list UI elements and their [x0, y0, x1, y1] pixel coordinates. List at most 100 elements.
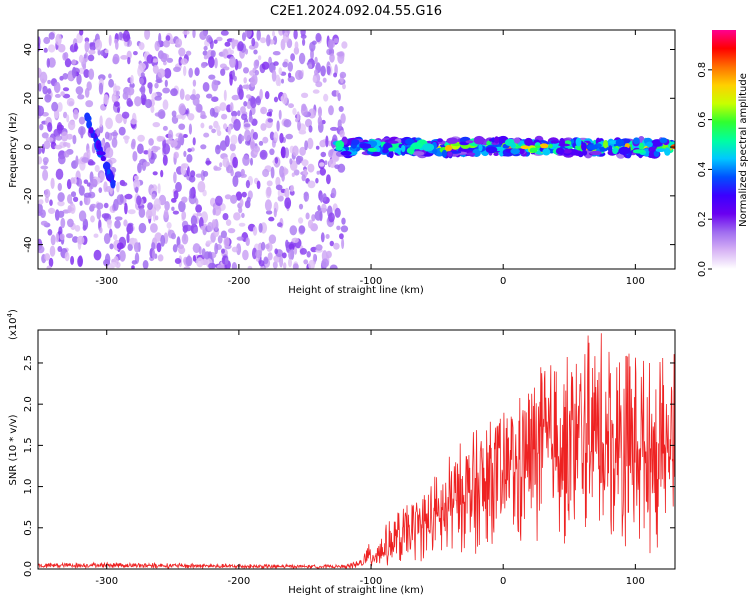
- heatmap-x-tick-label: -100: [360, 276, 383, 287]
- heatmap-cell: [186, 154, 193, 163]
- heatmap-cell: [518, 149, 525, 155]
- heatmap-cell: [156, 135, 163, 142]
- heatmap-cell: [552, 142, 562, 148]
- heatmap-cell: [432, 148, 438, 154]
- heatmap-cell: [48, 57, 56, 68]
- heatmap-cell: [341, 41, 348, 49]
- heatmap-cell: [178, 200, 186, 213]
- heatmap-cell: [135, 186, 139, 193]
- heatmap-cell: [153, 146, 161, 151]
- heatmap-cell: [104, 253, 111, 265]
- heatmap-cell: [123, 135, 130, 140]
- heatmap-cell: [144, 98, 153, 109]
- heatmap-cell: [173, 171, 177, 184]
- heatmap-cell: [42, 85, 48, 95]
- heatmap-cell: [230, 134, 238, 145]
- heatmap-cell: [46, 58, 50, 68]
- heatmap-cell: [116, 242, 124, 250]
- heatmap-cell: [266, 186, 272, 197]
- heatmap-cell: [56, 124, 64, 131]
- heatmap-cell: [244, 129, 251, 142]
- heatmap-cell: [113, 234, 118, 241]
- heatmap-cell: [162, 143, 171, 155]
- heatmap-cell: [193, 226, 199, 234]
- heatmap-cell: [53, 81, 61, 94]
- heatmap-cell: [96, 202, 104, 210]
- heatmap-cell: [341, 217, 346, 225]
- heatmap-cell: [268, 234, 277, 244]
- heatmap-cell: [273, 207, 277, 218]
- heatmap-cell: [86, 120, 92, 129]
- heatmap-cell: [48, 207, 56, 214]
- heatmap-cell: [49, 199, 53, 206]
- heatmap-cell: [288, 72, 292, 78]
- heatmap-cell: [106, 219, 113, 225]
- heatmap-cell: [213, 166, 222, 171]
- heatmap-cell: [84, 195, 91, 206]
- heatmap-cell: [126, 232, 130, 244]
- heatmap-cell: [233, 75, 237, 82]
- snr-frame: [37, 329, 676, 570]
- heatmap-cell: [196, 104, 203, 113]
- heatmap-cell: [633, 137, 640, 145]
- heatmap-cell: [269, 148, 275, 156]
- heatmap-cell: [89, 42, 97, 51]
- heatmap-cell: [320, 232, 325, 243]
- heatmap-cell: [64, 251, 70, 262]
- heatmap-cell: [38, 199, 44, 205]
- heatmap-cell: [126, 97, 133, 107]
- snr-line: [38, 333, 675, 569]
- heatmap-cell: [156, 242, 162, 253]
- heatmap-cell: [200, 122, 205, 129]
- heatmap-cell: [437, 138, 443, 143]
- heatmap-cell: [550, 140, 560, 144]
- heatmap-cell: [136, 195, 142, 206]
- heatmap-cell: [203, 45, 208, 51]
- heatmap-cell: [152, 171, 158, 176]
- heatmap-cell: [175, 38, 183, 48]
- heatmap-cell: [242, 154, 250, 166]
- heatmap-cell: [273, 96, 279, 103]
- heatmap-cell: [103, 202, 109, 209]
- heatmap-cell: [322, 193, 327, 202]
- heatmap-x-ticks: -300 -200 -100 0 100: [95, 30, 645, 287]
- heatmap-cell: [59, 233, 65, 241]
- heatmap-cell: [334, 207, 341, 218]
- heatmap-cell: [114, 85, 121, 91]
- heatmap-cell: [289, 190, 295, 196]
- heatmap-cell: [243, 77, 247, 84]
- heatmap-cell: [333, 242, 340, 250]
- heatmap-cell: [71, 59, 77, 65]
- heatmap-cell: [55, 168, 64, 180]
- heatmap-cell: [121, 111, 130, 119]
- heatmap-cell: [230, 194, 238, 204]
- heatmap-cell: [316, 170, 321, 175]
- heatmap-cell: [260, 241, 266, 251]
- heatmap-cell: [58, 154, 66, 165]
- heatmap-cell: [236, 236, 244, 241]
- heatmap-cell: [152, 122, 161, 128]
- heatmap-cell: [329, 240, 334, 247]
- heatmap-cell: [184, 94, 191, 101]
- heatmap-cell: [206, 35, 212, 43]
- heatmap-cell: [118, 31, 123, 41]
- heatmap-cell: [147, 202, 153, 211]
- heatmap-cell: [138, 42, 145, 51]
- heatmap-cell: [151, 58, 159, 63]
- heatmap-cell: [359, 143, 372, 149]
- snr-multiplier: (x104): [6, 309, 19, 340]
- heatmap-cell: [315, 244, 323, 251]
- heatmap-cell: [54, 93, 61, 98]
- heatmap-cell: [182, 30, 190, 35]
- heatmap-cell: [162, 99, 169, 110]
- heatmap-cell: [300, 30, 306, 37]
- heatmap-cell: [267, 252, 273, 261]
- heatmap-cell: [76, 73, 82, 85]
- heatmap-cell: [42, 169, 49, 181]
- heatmap-cell: [240, 168, 245, 177]
- heatmap-cell: [293, 30, 298, 40]
- heatmap-cell: [90, 215, 95, 223]
- heatmap-cell: [574, 145, 582, 149]
- heatmap-cell: [204, 251, 211, 260]
- heatmap-cell: [160, 52, 168, 63]
